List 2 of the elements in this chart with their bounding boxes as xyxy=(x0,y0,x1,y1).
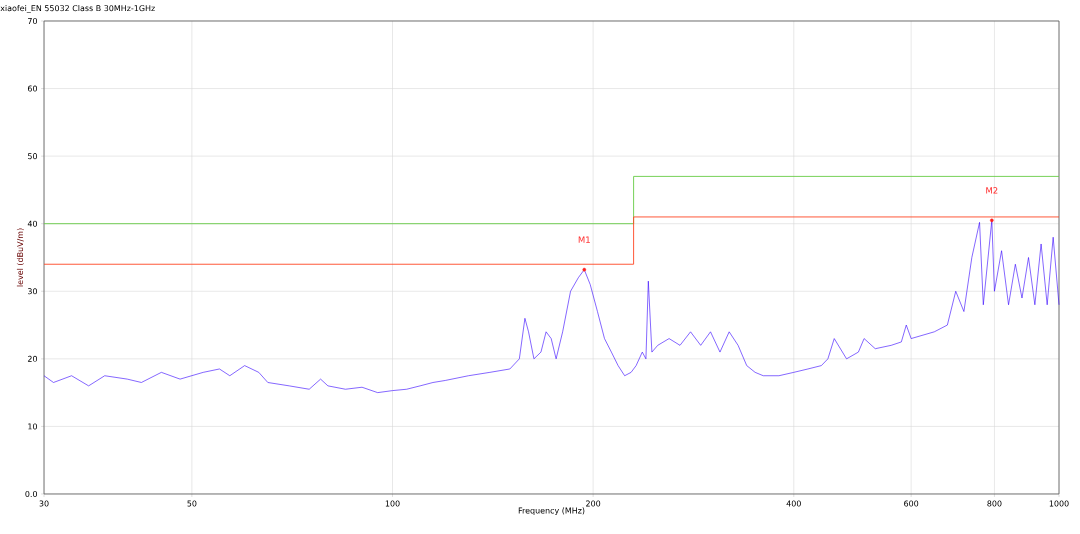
annotation: M2 xyxy=(986,187,998,194)
annotation: M1 xyxy=(578,236,590,243)
